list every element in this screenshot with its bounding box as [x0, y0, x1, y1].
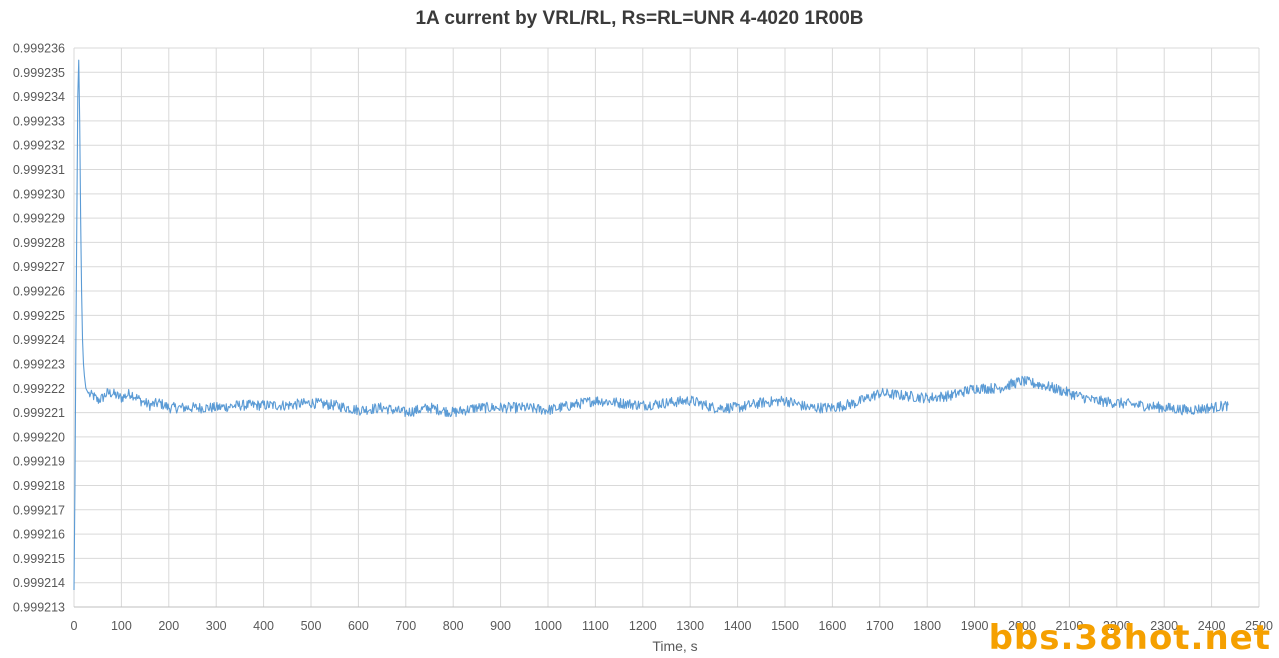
- x-tick-label: 2500: [1245, 619, 1273, 633]
- y-tick-label: 0.999213: [13, 601, 65, 615]
- y-tick-label: 0.999219: [13, 455, 65, 469]
- y-tick-label: 0.999216: [13, 528, 65, 542]
- y-tick-label: 0.999228: [13, 236, 65, 250]
- x-tick-label: 1400: [724, 619, 752, 633]
- y-tick-label: 0.999230: [13, 187, 65, 201]
- y-tick-label: 0.999224: [13, 333, 65, 347]
- x-tick-label: 800: [443, 619, 464, 633]
- chart-title: 1A current by VRL/RL, Rs=RL=UNR 4-4020 1…: [415, 8, 864, 29]
- x-tick-label: 900: [490, 619, 511, 633]
- x-tick-label: 200: [158, 619, 179, 633]
- y-tick-label: 0.999233: [13, 114, 65, 128]
- y-tick-label: 0.999221: [13, 406, 65, 420]
- y-tick-label: 0.999217: [13, 503, 65, 517]
- y-tick-label: 0.999215: [13, 552, 65, 566]
- x-tick-label: 2300: [1150, 619, 1178, 633]
- x-tick-label: 600: [348, 619, 369, 633]
- x-tick-label: 2200: [1103, 619, 1131, 633]
- x-tick-label: 1900: [961, 619, 989, 633]
- x-tick-label: 1700: [866, 619, 894, 633]
- y-tick-label: 0.999223: [13, 357, 65, 371]
- y-tick-label: 0.999222: [13, 382, 65, 396]
- x-tick-label: 100: [111, 619, 132, 633]
- y-tick-label: 0.999235: [13, 66, 65, 80]
- y-tick-label: 0.999226: [13, 285, 65, 299]
- y-tick-label: 0.999214: [13, 576, 65, 590]
- y-tick-label: 0.999225: [13, 309, 65, 323]
- y-tick-label: 0.999218: [13, 479, 65, 493]
- x-tick-label: 700: [395, 619, 416, 633]
- y-tick-label: 0.999227: [13, 260, 65, 274]
- x-tick-label: 1800: [913, 619, 941, 633]
- x-tick-label: 1500: [771, 619, 799, 633]
- y-tick-label: 0.999229: [13, 212, 65, 226]
- x-tick-label: 300: [206, 619, 227, 633]
- x-tick-label: 500: [301, 619, 322, 633]
- x-tick-label: 2000: [1008, 619, 1036, 633]
- y-tick-label: 0.999232: [13, 139, 65, 153]
- x-tick-label: 1000: [534, 619, 562, 633]
- x-axis-label: Time, s: [652, 638, 698, 654]
- x-tick-label: 400: [253, 619, 274, 633]
- x-tick-label: 1100: [582, 619, 609, 633]
- x-tick-label: 2100: [1055, 619, 1083, 633]
- y-tick-label: 0.999231: [13, 163, 65, 177]
- y-tick-label: 0.999236: [13, 42, 65, 56]
- series-line: [73, 59, 1229, 590]
- watermark: bbs.38hot.net: [988, 618, 1271, 658]
- y-tick-label: 0.999234: [13, 90, 65, 104]
- x-tick-label: 1300: [676, 619, 704, 633]
- x-tick-label: 1600: [818, 619, 846, 633]
- x-tick-label: 2400: [1198, 619, 1226, 633]
- y-tick-label: 0.999220: [13, 430, 65, 444]
- x-tick-label: 1200: [629, 619, 657, 633]
- x-tick-label: 0: [71, 619, 78, 633]
